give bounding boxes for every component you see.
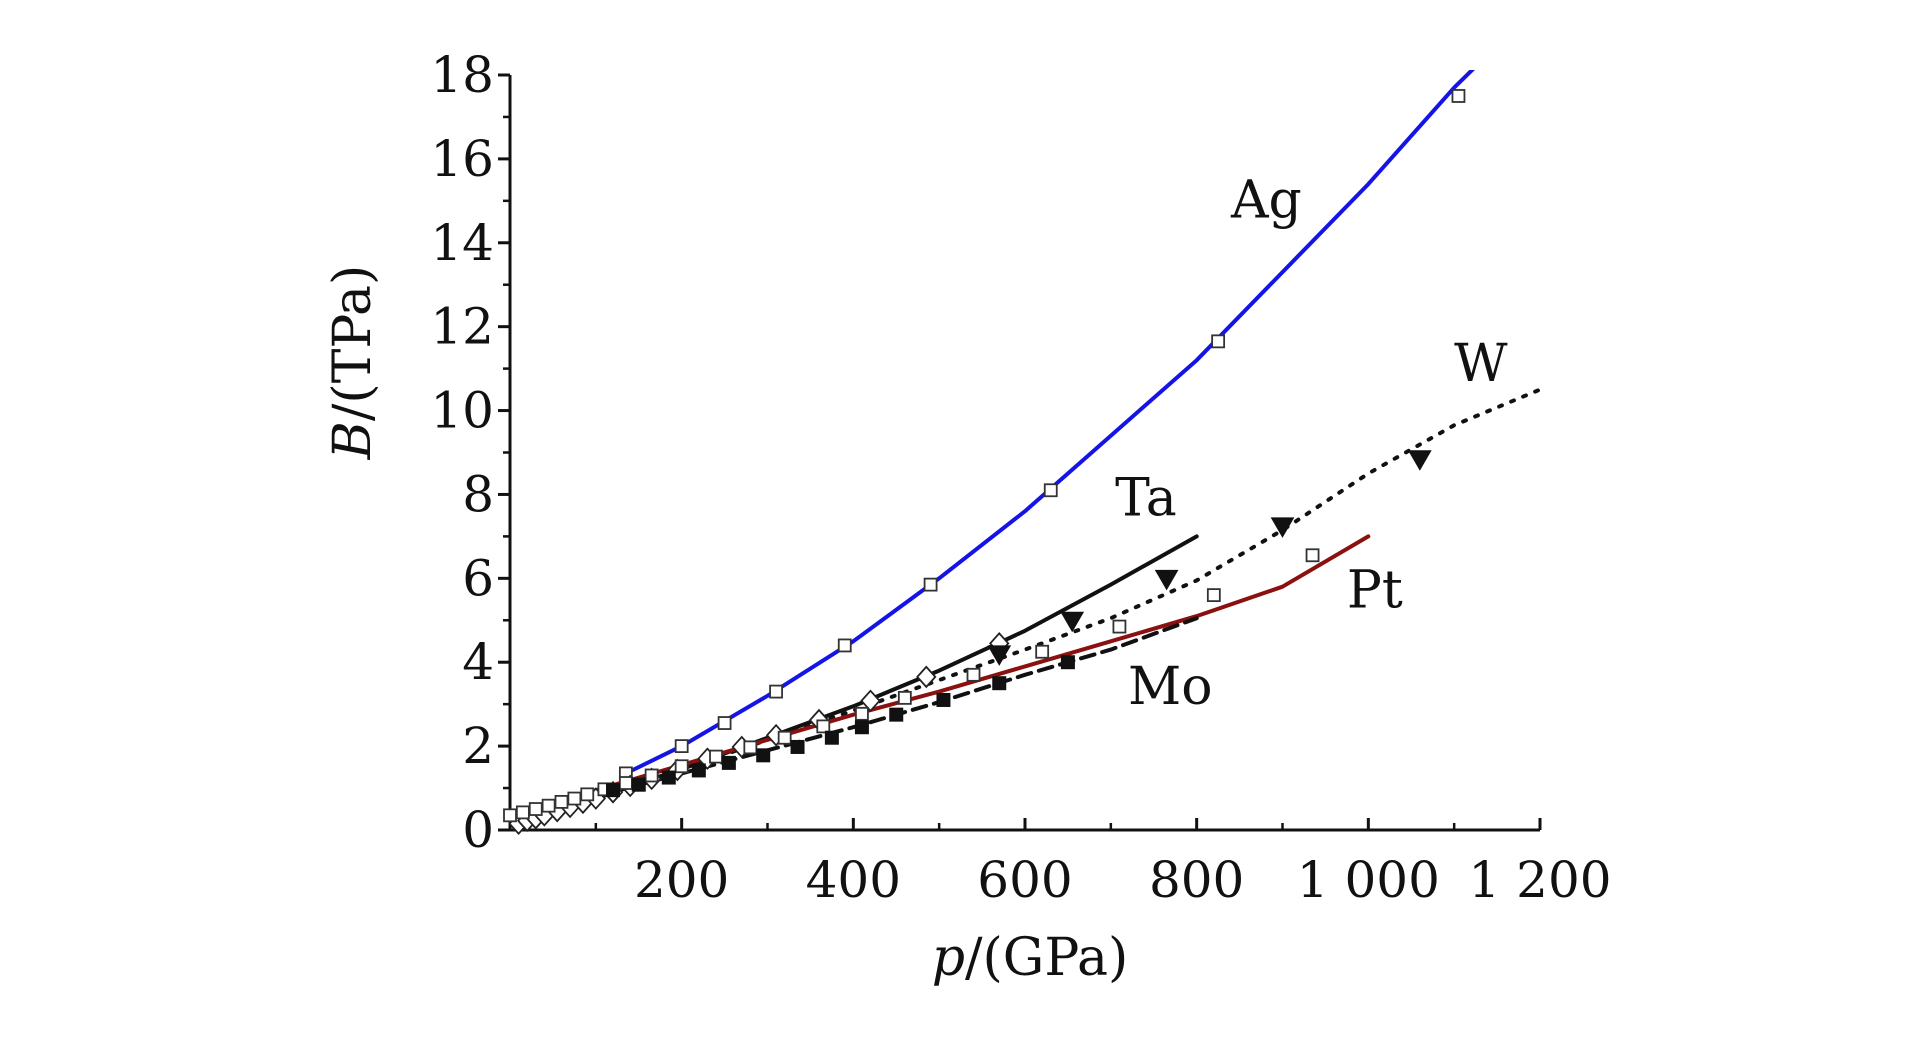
data-point-ag	[1451, 89, 1466, 103]
x-tick-label: 1 000	[1297, 851, 1440, 909]
data-point-ag	[769, 684, 783, 699]
y-tick-label: 0	[462, 801, 494, 859]
data-point-mo	[992, 676, 1007, 691]
y-tick-label: 14	[430, 214, 494, 272]
data-point-pt	[528, 802, 543, 816]
data-point-ag	[837, 638, 852, 653]
data-point-pt	[1112, 619, 1127, 634]
series-line-ag	[619, 70, 1475, 778]
data-point-mo	[661, 770, 676, 785]
series-label-mo: Mo	[1128, 657, 1213, 717]
series-label-pt: Pt	[1347, 561, 1403, 621]
x-tick-label: 200	[634, 851, 729, 909]
plot-area: 0 2 4 6 8 10 12 14 16 18 200 400 600 800 1 000 1 200 Ag T…	[430, 46, 1611, 909]
y-axis-variable: B	[323, 421, 383, 460]
y-tick-label: 6	[462, 549, 494, 607]
data-point-pt	[1035, 644, 1050, 659]
data-point-w	[1060, 611, 1085, 633]
data-point-mo	[824, 730, 839, 745]
y-tick-label: 12	[430, 298, 494, 356]
data-point-mo	[756, 748, 771, 763]
data-point-pt	[580, 787, 595, 802]
series-label-w: W	[1454, 334, 1508, 394]
data-point-pt	[777, 730, 792, 745]
y-axis-unit: /(TPa)	[323, 265, 383, 421]
data-point-ag	[674, 739, 689, 754]
data-point-pt	[644, 768, 659, 783]
data-point-ag	[717, 716, 732, 730]
x-axis-unit: /(GPa)	[965, 928, 1128, 988]
data-point-pt	[618, 776, 633, 790]
data-point-ag	[1043, 483, 1058, 498]
data-point-pt	[541, 798, 556, 813]
y-tick-label: 16	[430, 130, 494, 188]
data-point-w	[1154, 569, 1179, 591]
y-tick-label: 8	[462, 465, 494, 523]
series-curves	[510, 70, 1542, 828]
y-tick-label: 4	[462, 633, 494, 691]
y-tick-label: 10	[430, 382, 494, 440]
data-point-ta	[860, 689, 881, 713]
data-point-pt	[816, 719, 831, 734]
x-tick-label: 800	[1149, 851, 1244, 909]
data-point-pt	[503, 808, 517, 823]
x-tick-label: 400	[806, 851, 901, 909]
data-point-mo	[936, 692, 951, 707]
data-point-pt	[674, 759, 689, 774]
data-point-pt	[515, 805, 530, 820]
data-point-mo	[721, 755, 736, 770]
y-axis-title: B/(TPa)	[323, 265, 383, 461]
data-point-pt	[1305, 548, 1320, 563]
data-point-pt	[554, 794, 569, 809]
data-point-pt	[897, 690, 912, 705]
series-label-ag: Ag	[1230, 171, 1302, 231]
data-point-mo	[691, 763, 706, 778]
data-point-pt	[709, 749, 723, 764]
series-label-ta: Ta	[1115, 468, 1177, 528]
data-point-pt	[855, 706, 869, 721]
data-point-ta	[916, 665, 937, 689]
data-point-w	[1270, 517, 1295, 538]
y-tick-label: 18	[430, 46, 494, 104]
data-point-mo	[854, 720, 869, 735]
data-point-ag	[923, 577, 938, 592]
data-point-mo	[889, 707, 904, 722]
data-point-ag	[1211, 334, 1226, 349]
x-tick-label: 600	[977, 851, 1072, 909]
data-point-pt	[567, 791, 582, 806]
svg-text:B/(TPa): B/(TPa)	[323, 265, 383, 461]
x-axis-title: p/(GPa)	[932, 928, 1129, 988]
data-point-w	[987, 645, 1012, 666]
data-point-mo	[606, 783, 620, 798]
data-point-mo	[631, 777, 646, 792]
x-axis-variable: p	[932, 928, 965, 988]
x-tick-label: 1 200	[1468, 851, 1611, 909]
y-tick-label: 2	[462, 717, 494, 775]
data-point-pt	[1206, 588, 1221, 603]
data-point-w	[1407, 450, 1432, 471]
data-point-mo	[790, 739, 805, 754]
data-point-pt	[966, 667, 981, 682]
data-point-mo	[1060, 655, 1075, 670]
data-point-pt	[743, 740, 758, 755]
